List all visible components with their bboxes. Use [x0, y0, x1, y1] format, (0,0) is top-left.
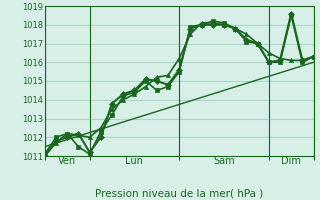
Text: Dim: Dim	[281, 156, 301, 166]
Text: Ven: Ven	[58, 156, 76, 166]
Text: Pression niveau de la mer( hPa ): Pression niveau de la mer( hPa )	[95, 189, 263, 199]
Text: Sam: Sam	[213, 156, 235, 166]
Text: Lun: Lun	[125, 156, 143, 166]
